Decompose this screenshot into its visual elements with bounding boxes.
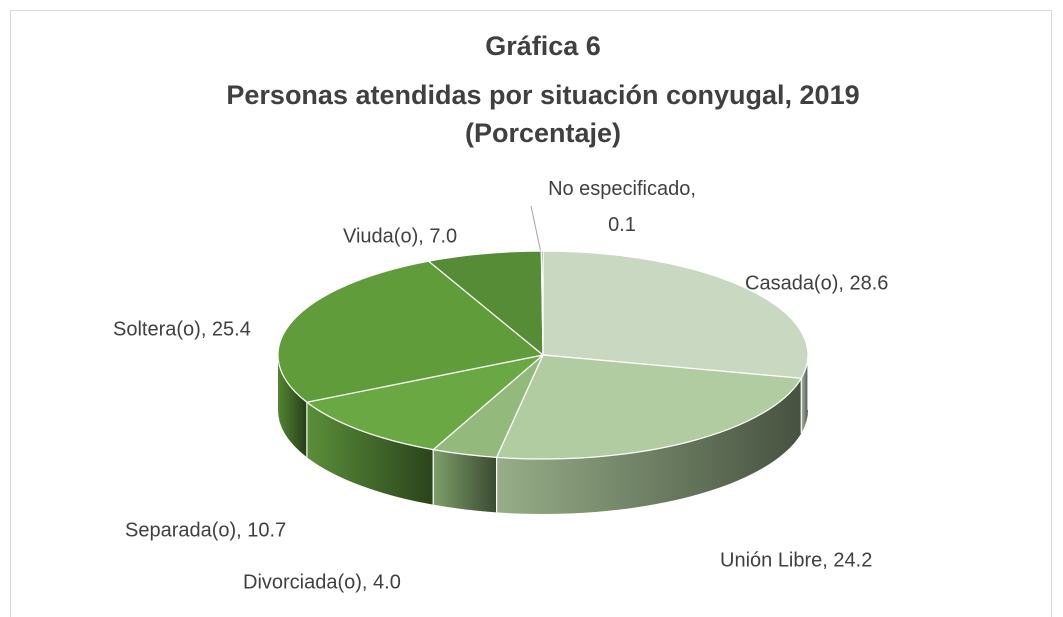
slice-side-shade <box>278 355 307 458</box>
data-label: Divorciada(o), 4.0 <box>243 571 401 593</box>
data-label: No especificado, 0.1 <box>548 178 696 236</box>
chart-frame <box>10 10 1052 617</box>
data-label: Unión Libre, 24.2 <box>720 549 872 571</box>
slice-side-shade <box>433 449 497 513</box>
slice-side-shade <box>306 402 434 505</box>
chart-title: Personas atendidas por situación conyuga… <box>226 80 859 110</box>
data-label: Casada(o), 28.6 <box>745 272 888 294</box>
data-label: Separada(o), 10.7 <box>125 519 286 541</box>
slice <box>277 260 545 403</box>
chart-subtitle: (Porcentaje) <box>465 118 621 148</box>
slice-side-shade <box>496 378 802 515</box>
slice <box>540 250 544 356</box>
slice <box>427 250 544 357</box>
slice <box>305 353 546 451</box>
slice <box>495 354 803 460</box>
leader-line <box>530 205 542 254</box>
chart-title: Gráfica 6 <box>485 31 601 61</box>
slice-side-shade <box>801 355 808 434</box>
data-label: Viuda(o), 7.0 <box>343 225 457 247</box>
data-label: Soltera(o), 25.4 <box>113 318 251 340</box>
slice <box>542 250 809 379</box>
